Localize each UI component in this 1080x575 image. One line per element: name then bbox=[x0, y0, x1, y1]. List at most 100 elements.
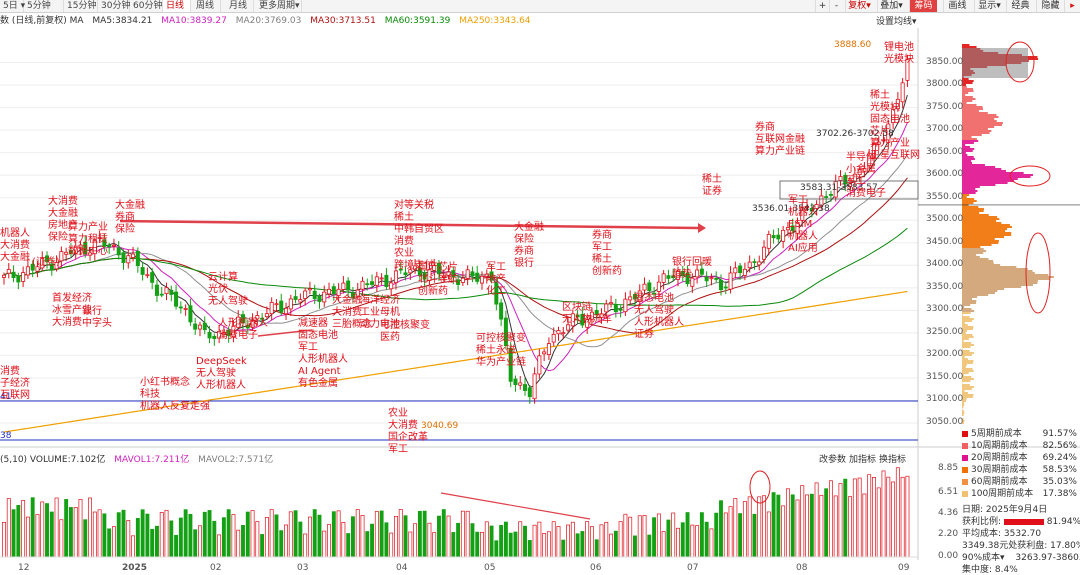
edit-params-button[interactable]: 改参数 bbox=[819, 452, 846, 465]
annotation-line: 军工 bbox=[388, 444, 428, 456]
volume-bar bbox=[227, 510, 230, 557]
annotation-line: 数据中心 bbox=[68, 246, 108, 258]
event-annotation: 小红书概念科技机器人反复走强 bbox=[140, 377, 210, 413]
volume-bar bbox=[151, 529, 154, 557]
chip-bar bbox=[962, 304, 970, 306]
chip-bar bbox=[962, 318, 974, 320]
event-annotation: 可控核聚变医药 bbox=[380, 320, 430, 344]
volume-bar bbox=[232, 515, 235, 557]
chip-bar bbox=[962, 242, 998, 244]
volume-bar bbox=[390, 533, 393, 557]
volume-bar bbox=[45, 504, 48, 557]
volume-bar bbox=[504, 522, 507, 557]
volume-bar bbox=[724, 513, 727, 557]
event-annotation: 固态电池无人驾驶人形机器人证券 bbox=[634, 293, 684, 341]
chip-bar bbox=[962, 216, 997, 218]
swap-indicator-button[interactable]: 换指标 bbox=[879, 452, 906, 465]
volume-bar bbox=[36, 514, 39, 557]
volume-bar bbox=[213, 521, 216, 557]
arrow-head-icon bbox=[698, 223, 706, 233]
volume-bar bbox=[576, 534, 579, 557]
candle-body bbox=[480, 276, 483, 283]
volume-bar bbox=[629, 517, 632, 557]
annotation-line: 北斗导航 bbox=[418, 274, 458, 286]
volume-bar bbox=[423, 511, 426, 557]
volume-bar bbox=[155, 526, 158, 557]
volume-bar bbox=[370, 524, 373, 557]
annotation-line: 光模块 bbox=[884, 54, 914, 66]
volume-bar bbox=[26, 517, 29, 557]
chip-bar bbox=[962, 286, 1021, 288]
event-annotation: 人形机器人消费电子 bbox=[218, 318, 268, 342]
event-annotation: 大金融保险券商银行 bbox=[514, 222, 544, 270]
volume-bar bbox=[638, 516, 641, 557]
volume-bar bbox=[31, 498, 34, 557]
volume-bar bbox=[858, 478, 861, 557]
volume-bar bbox=[399, 510, 402, 557]
candle-body bbox=[108, 245, 111, 246]
candle-body bbox=[825, 197, 828, 198]
chip-bar bbox=[962, 340, 964, 342]
price-tick-label: 3550.00 bbox=[926, 192, 963, 202]
candle-body bbox=[323, 292, 326, 302]
volume-bar bbox=[452, 532, 455, 557]
chip-bar bbox=[962, 116, 998, 118]
volume-bar bbox=[691, 525, 694, 557]
date-tick-label: 09 bbox=[898, 563, 909, 573]
candle-body bbox=[380, 278, 383, 279]
volume-bar bbox=[65, 499, 68, 557]
volume-bar bbox=[619, 522, 622, 557]
chip-cost-label: 100周期前成本 bbox=[971, 486, 1041, 499]
volume-bar bbox=[681, 523, 684, 557]
volume-bar bbox=[648, 535, 651, 557]
chip-bar bbox=[962, 296, 977, 298]
candle-body bbox=[165, 288, 168, 294]
volume-bar bbox=[877, 488, 880, 557]
volume-bar bbox=[547, 532, 550, 557]
annotation-line: 中韩自贸区 bbox=[394, 224, 444, 236]
candle-body bbox=[547, 344, 550, 355]
chip-bar bbox=[962, 90, 974, 92]
annotation-line: 大金融 bbox=[514, 222, 544, 234]
annotation-line: 人形机器人 bbox=[218, 318, 268, 330]
add-indicator-button[interactable]: 加指标 bbox=[849, 452, 876, 465]
chip-bar bbox=[962, 414, 964, 416]
annotation-line: 证券 bbox=[702, 186, 722, 198]
event-annotation: 消费子经济互联网 bbox=[0, 366, 30, 402]
annotation-line: 芯片 bbox=[870, 126, 920, 138]
annotation-line: 人形机器人 bbox=[298, 354, 348, 366]
chip-bar bbox=[962, 178, 1018, 180]
volume-bar bbox=[820, 495, 823, 557]
chip-bar bbox=[962, 360, 973, 362]
annotation-line: AI应用 bbox=[788, 243, 818, 255]
chip-bar bbox=[962, 312, 971, 314]
volume-bar bbox=[762, 496, 765, 557]
chip-cost90-value: 3263.97-3860.34 bbox=[1015, 553, 1080, 563]
event-annotation: 可控核聚变稀土永磁华为产业链 bbox=[476, 333, 526, 369]
price-tick-label: 3400.00 bbox=[926, 259, 963, 269]
volume-bar bbox=[901, 477, 904, 557]
volume-bar bbox=[853, 479, 856, 557]
chip-bar bbox=[962, 192, 976, 194]
chip-bar bbox=[962, 240, 999, 242]
chip-bar bbox=[962, 166, 995, 168]
volume-bar bbox=[552, 522, 555, 557]
annotation-line: 华为产业链 bbox=[476, 357, 526, 369]
volume-bar bbox=[103, 514, 106, 557]
chip-bar bbox=[962, 310, 974, 312]
annotation-line: 人形机器人 bbox=[634, 317, 684, 329]
volume-bar bbox=[88, 498, 91, 557]
candle-body bbox=[208, 332, 211, 338]
volume-bar bbox=[791, 495, 794, 557]
volume-bar bbox=[863, 494, 866, 557]
candle-body bbox=[782, 230, 785, 241]
volume-bar bbox=[198, 526, 201, 557]
candle-body bbox=[648, 283, 651, 291]
chip-bar bbox=[962, 236, 1004, 238]
chip-bar bbox=[962, 368, 973, 370]
volume-bar bbox=[772, 493, 775, 557]
volume-bar bbox=[562, 540, 565, 557]
volume-bar bbox=[332, 512, 335, 557]
